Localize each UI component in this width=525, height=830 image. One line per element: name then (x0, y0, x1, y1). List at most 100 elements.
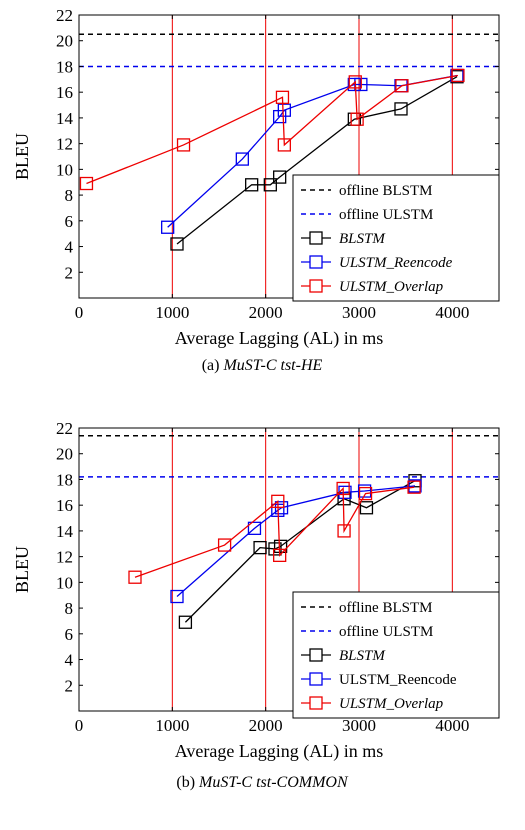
figure-caption: (b) MuST-C tst-COMMON (176, 774, 349, 791)
chart-1: 0 1000 2000 3000 4000 2 4 6 8 10 12 14 16 18 20 22 Avera… (12, 419, 500, 791)
y-tick-label: 8 (65, 186, 74, 205)
data-point (178, 615, 193, 629)
y-tick-label: 22 (56, 6, 73, 25)
series-line (134, 486, 415, 578)
data-point (359, 501, 374, 515)
y-tick-label: 6 (65, 625, 74, 644)
x-axis-label: Average Lagging (AL) in ms (175, 741, 384, 762)
data-point (277, 103, 291, 117)
caption-title: MuST-C tst-COMMON (198, 774, 349, 791)
x-tick-label: 3000 (342, 303, 376, 322)
legend-marker (309, 648, 323, 662)
y-tick-label: 8 (65, 599, 74, 618)
legend-label: BLSTM (339, 231, 386, 247)
data-point (357, 484, 372, 498)
y-tick-label: 14 (56, 522, 74, 541)
y-axis-label: BLEU (12, 133, 32, 180)
caption-title: MuST-C tst-HE (222, 357, 322, 374)
y-tick-label: 20 (56, 445, 73, 464)
data-point (245, 178, 259, 192)
data-point (176, 138, 191, 152)
series-line (167, 74, 458, 228)
y-tick-label: 20 (56, 32, 73, 51)
x-tick-label: 2000 (249, 716, 283, 735)
data-point (271, 494, 285, 508)
data-point (263, 178, 277, 192)
legend-marker (309, 231, 323, 245)
data-point (358, 486, 373, 501)
data-point (235, 152, 249, 166)
y-tick-label: 10 (56, 160, 73, 179)
legend-label: offline BLSTM (339, 183, 432, 199)
legend-marker (309, 279, 323, 293)
legend-marker (309, 672, 323, 686)
x-tick-label: 4000 (435, 716, 469, 735)
data-point (170, 589, 184, 604)
data-point (128, 570, 142, 584)
legend-marker (309, 696, 323, 710)
x-axis-label: Average Lagging (AL) in ms (175, 328, 384, 349)
data-point (337, 524, 351, 538)
data-point (79, 176, 94, 191)
data-point (273, 539, 288, 553)
data-point (394, 102, 408, 116)
legend-label: ULSTM_Overlap (339, 696, 444, 712)
legend-label: offline ULSTM (339, 624, 433, 640)
figure-caption: (a) MuST-C tst-HE (202, 357, 323, 374)
y-tick-label: 14 (56, 109, 74, 128)
x-tick-label: 0 (75, 303, 84, 322)
data-point (273, 548, 287, 562)
data-point (408, 479, 422, 493)
data-point (348, 75, 362, 89)
legend-label: offline BLSTM (339, 600, 432, 616)
y-tick-label: 6 (65, 212, 74, 231)
y-tick-label: 12 (56, 548, 73, 567)
y-tick-label: 2 (65, 263, 74, 282)
y-tick-label: 4 (65, 238, 74, 257)
data-point (350, 112, 364, 126)
legend-label: ULSTM_Reencode (339, 255, 453, 271)
data-point (217, 538, 232, 552)
caption-prefix: (a) (202, 357, 224, 374)
data-point (275, 90, 290, 104)
legend-marker (309, 255, 323, 269)
caption-prefix: (b) (176, 774, 199, 791)
x-tick-label: 1000 (155, 303, 189, 322)
data-point (247, 521, 262, 535)
data-point (161, 220, 175, 234)
data-point (253, 540, 267, 555)
y-tick-label: 18 (56, 470, 73, 489)
y-tick-label: 22 (56, 419, 73, 438)
legend-label: ULSTM_Overlap (339, 279, 444, 295)
y-tick-label: 2 (65, 676, 74, 695)
data-point (395, 79, 409, 93)
x-tick-label: 4000 (435, 303, 469, 322)
x-tick-label: 1000 (155, 716, 189, 735)
legend-label: offline ULSTM (339, 207, 433, 223)
x-tick-label: 3000 (342, 716, 376, 735)
y-axis-label: BLEU (12, 546, 32, 593)
series-line (176, 76, 458, 245)
data-point (277, 138, 291, 152)
plot-frame (78, 14, 500, 299)
data-point (336, 481, 350, 496)
x-tick-label: 2000 (249, 303, 283, 322)
x-tick-label: 0 (75, 716, 84, 735)
data-point (407, 480, 421, 494)
y-tick-label: 18 (56, 57, 73, 76)
legend-label: ULSTM_Reencode (339, 672, 457, 688)
series-line (86, 74, 459, 185)
plot-frame (78, 427, 500, 712)
y-tick-label: 10 (56, 573, 73, 592)
y-tick-label: 16 (56, 83, 73, 102)
y-tick-label: 16 (56, 496, 73, 515)
series-line (176, 485, 416, 598)
y-tick-label: 12 (56, 135, 73, 154)
legend-label: BLSTM (339, 648, 386, 664)
y-tick-label: 4 (65, 651, 74, 670)
data-point (273, 170, 287, 184)
data-point (451, 68, 465, 83)
chart-0: 0 1000 2000 3000 4000 2 4 6 8 10 12 14 16 18 20 22 Avera… (12, 6, 500, 374)
